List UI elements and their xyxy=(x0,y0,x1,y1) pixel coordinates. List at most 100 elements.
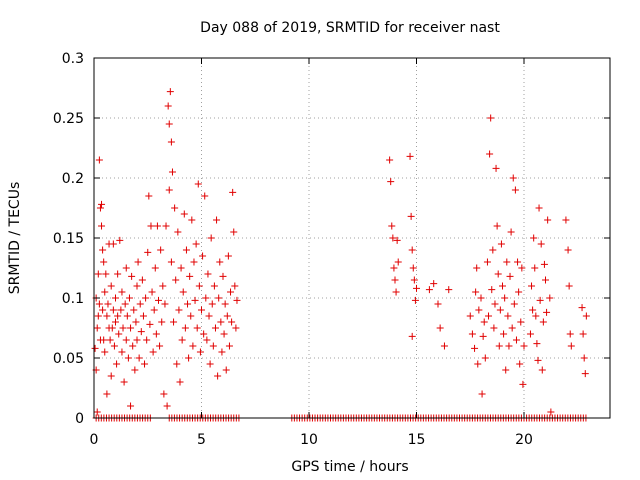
data-point xyxy=(544,216,552,224)
data-point xyxy=(93,408,101,416)
data-point xyxy=(199,252,207,260)
data-point xyxy=(190,258,198,266)
data-point xyxy=(503,258,511,266)
data-point xyxy=(122,264,130,272)
data-point xyxy=(165,186,173,194)
data-point xyxy=(110,342,118,350)
data-point xyxy=(93,324,101,332)
data-point xyxy=(122,336,130,344)
data-point xyxy=(485,312,493,320)
data-point xyxy=(536,296,544,304)
data-point xyxy=(99,246,107,254)
data-point xyxy=(198,306,205,314)
data-point xyxy=(227,288,235,296)
data-point xyxy=(411,296,419,304)
data-point xyxy=(218,348,226,356)
data-point xyxy=(219,272,227,280)
data-point xyxy=(137,328,145,336)
data-point xyxy=(492,164,500,172)
data-point xyxy=(146,320,154,328)
data-point xyxy=(483,258,491,266)
data-point xyxy=(546,294,554,302)
data-point xyxy=(192,240,200,248)
y-tick-label: 0 xyxy=(75,411,84,427)
data-point xyxy=(214,372,222,380)
data-point xyxy=(173,360,181,368)
data-point xyxy=(112,294,119,302)
data-point xyxy=(100,258,108,266)
data-point xyxy=(96,204,104,212)
data-point xyxy=(387,178,395,186)
data-point xyxy=(135,354,143,362)
data-point xyxy=(474,360,482,368)
data-point xyxy=(581,370,589,378)
data-point xyxy=(159,282,167,290)
data-point xyxy=(98,200,106,208)
data-point xyxy=(107,282,115,290)
data-point xyxy=(117,306,125,314)
data-point xyxy=(532,312,540,320)
data-point xyxy=(526,330,534,338)
data-point xyxy=(202,294,210,302)
data-point xyxy=(225,342,233,350)
data-point xyxy=(168,168,176,176)
data-point xyxy=(565,282,573,290)
data-point xyxy=(163,402,171,410)
data-point xyxy=(504,312,512,320)
data-point xyxy=(475,306,483,314)
data-point xyxy=(231,282,239,290)
tick-labels: 0 5 10 15 20 0 0.05 0.1 0.15 0.2 0.25 0.3 xyxy=(53,51,533,448)
data-point xyxy=(517,318,525,326)
y-tick-label: 0.3 xyxy=(62,51,84,67)
data-point xyxy=(440,342,448,350)
data-point xyxy=(133,282,141,290)
data-point xyxy=(578,304,586,312)
data-point xyxy=(151,264,159,272)
data-point xyxy=(94,270,102,278)
data-point xyxy=(233,296,241,304)
data-point xyxy=(113,360,121,368)
data-point xyxy=(206,360,214,368)
data-points xyxy=(91,88,590,422)
data-point xyxy=(508,324,516,332)
data-point xyxy=(100,336,108,344)
data-point xyxy=(132,318,140,326)
data-point xyxy=(408,332,416,340)
data-point xyxy=(473,264,481,272)
data-point xyxy=(144,248,152,256)
data-point xyxy=(160,390,168,398)
data-point xyxy=(486,150,494,158)
data-point xyxy=(176,378,184,386)
data-point xyxy=(213,216,221,224)
data-point xyxy=(540,260,548,268)
data-point xyxy=(196,348,204,356)
data-point xyxy=(510,300,518,308)
data-point xyxy=(153,222,161,230)
data-point xyxy=(502,366,510,374)
data-point xyxy=(106,336,114,344)
data-point xyxy=(386,156,394,164)
data-point xyxy=(162,222,170,230)
data-point xyxy=(108,324,116,332)
x-tick-label: 5 xyxy=(197,432,206,448)
y-axis-title: SRMTID / TECUs xyxy=(7,182,23,295)
data-point xyxy=(224,252,232,260)
data-point xyxy=(497,240,505,248)
data-point xyxy=(127,402,135,410)
data-point xyxy=(434,300,442,308)
data-point xyxy=(562,216,570,224)
data-point xyxy=(534,356,542,364)
data-point xyxy=(490,324,498,332)
data-point xyxy=(194,180,202,188)
data-point xyxy=(174,228,182,236)
data-point xyxy=(203,336,211,344)
data-point xyxy=(201,192,209,200)
data-point xyxy=(136,300,144,308)
data-point xyxy=(409,264,417,272)
data-point xyxy=(182,246,190,254)
data-point xyxy=(130,306,138,314)
data-point xyxy=(529,306,537,314)
data-point xyxy=(539,318,547,326)
data-point xyxy=(478,390,486,398)
data-point xyxy=(208,300,216,308)
